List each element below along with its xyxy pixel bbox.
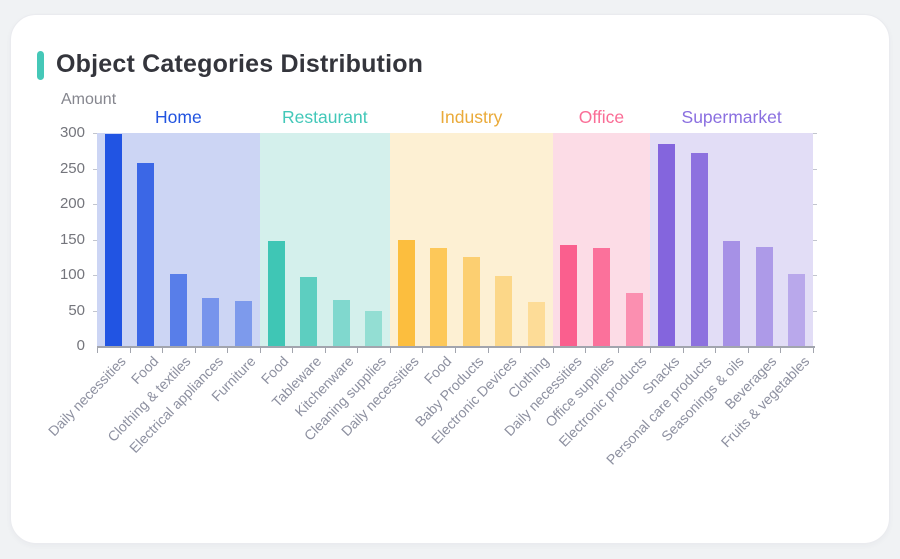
- y-axis-label: 50: [68, 301, 85, 319]
- x-axis-tick: [650, 348, 652, 353]
- x-axis-tick: [357, 348, 359, 353]
- x-axis-tick: [715, 348, 717, 353]
- bar-chart: 0 50 100 150 200 250 300 Home Daily necessities F…: [11, 15, 891, 545]
- x-axis-tick: [292, 348, 294, 353]
- y-axis-tick: [93, 204, 97, 205]
- bar[interactable]: [723, 240, 741, 346]
- y-axis-tick: [93, 310, 97, 312]
- x-axis-tick: [780, 348, 782, 353]
- chart-card: Object Categories Distribution Amount 0 5…: [10, 14, 890, 544]
- bar[interactable]: [267, 240, 285, 346]
- y-axis-label: 250: [59, 159, 85, 177]
- title-accent-bar: [37, 51, 44, 80]
- bar[interactable]: [169, 274, 187, 346]
- group-label-office: Office: [578, 107, 625, 127]
- bar[interactable]: [527, 301, 545, 346]
- x-axis-tick: [455, 348, 456, 353]
- y-axis-label: 200: [59, 195, 85, 212]
- y-axis-tick: [93, 168, 97, 170]
- group-label-home: Home: [155, 107, 202, 127]
- x-axis-tick: [422, 348, 424, 353]
- y-axis-label: 300: [59, 124, 85, 141]
- bar[interactable]: [658, 143, 676, 346]
- y-axis-tick: [813, 204, 817, 205]
- y-axis-tick: [813, 133, 817, 134]
- group-label-restaurant: Restaurant: [282, 107, 368, 127]
- bar[interactable]: [104, 134, 122, 346]
- bar[interactable]: [202, 297, 220, 346]
- x-axis-tick: [552, 348, 554, 353]
- x-axis-tick: [97, 348, 98, 353]
- bar[interactable]: [137, 162, 155, 346]
- y-axis-tick: [93, 133, 97, 134]
- bar[interactable]: [495, 275, 513, 346]
- x-axis-tick: [324, 348, 326, 353]
- bar[interactable]: [788, 274, 806, 346]
- y-axis-tick: [813, 310, 817, 312]
- page-title: Object Categories Distribution: [56, 50, 424, 78]
- bar[interactable]: [332, 299, 350, 346]
- x-axis-tick: [227, 348, 229, 353]
- x-axis-tick: [747, 348, 749, 353]
- bar[interactable]: [430, 248, 448, 346]
- y-axis-title: Amount: [61, 91, 117, 108]
- group-label-supermarket: Supermarket: [681, 107, 782, 127]
- x-axis-tick: [585, 348, 587, 353]
- y-axis-tick: [93, 275, 97, 276]
- bar[interactable]: [625, 292, 643, 346]
- x-axis-tick: [487, 348, 489, 353]
- bar[interactable]: [592, 248, 610, 346]
- x-axis-tick: [129, 348, 131, 353]
- bar[interactable]: [690, 152, 708, 346]
- y-axis-tick: [93, 239, 97, 241]
- y-axis-label: 0: [76, 337, 85, 354]
- bar[interactable]: [365, 310, 383, 346]
- group-label-industry: Industry: [440, 107, 503, 127]
- y-axis-tick: [813, 275, 817, 276]
- x-axis-tick: [194, 348, 196, 353]
- y-axis-tick: [813, 168, 817, 170]
- x-axis-tick: [259, 348, 261, 353]
- bar[interactable]: [397, 239, 415, 346]
- bar[interactable]: [560, 245, 578, 346]
- x-axis-line: [97, 346, 815, 348]
- bar[interactable]: [234, 301, 252, 346]
- bar[interactable]: [300, 277, 318, 346]
- x-axis-tick: [682, 348, 684, 353]
- x-axis-tick: [520, 348, 522, 353]
- y-axis-tick: [813, 239, 817, 241]
- x-axis-tick: [617, 348, 619, 353]
- y-axis-label: 100: [59, 266, 85, 283]
- x-axis-tick: [162, 348, 164, 353]
- bar[interactable]: [462, 256, 480, 346]
- y-axis-label: 150: [59, 230, 85, 248]
- x-axis-tick: [389, 348, 391, 353]
- x-axis-tick: [813, 348, 814, 353]
- bar[interactable]: [755, 246, 773, 346]
